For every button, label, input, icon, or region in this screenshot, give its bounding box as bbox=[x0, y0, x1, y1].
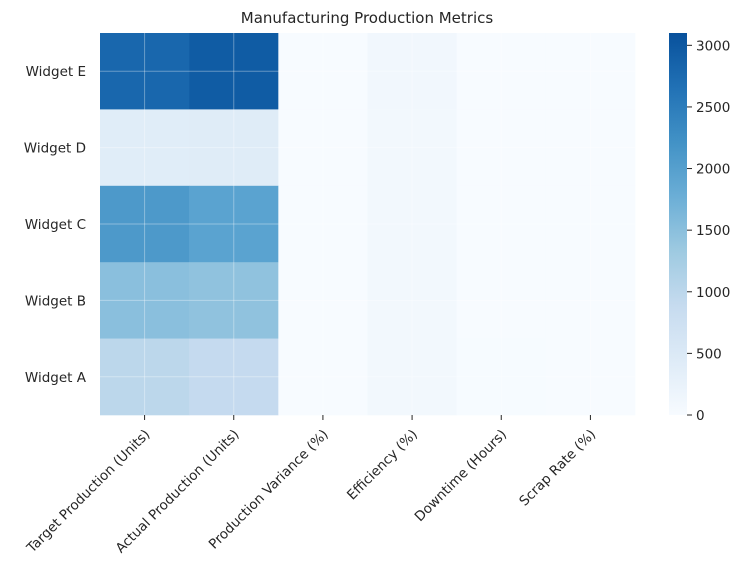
heatmap-cell bbox=[367, 338, 457, 416]
heatmap-cell bbox=[189, 262, 279, 339]
row-label: Widget C bbox=[25, 217, 86, 233]
heatmap-cell bbox=[100, 33, 190, 110]
heatmap-cell bbox=[545, 109, 636, 187]
colorbar-tick-label: 1000 bbox=[696, 285, 730, 301]
heatmap-cell bbox=[367, 185, 457, 263]
colorbar-tick-label: 1500 bbox=[696, 223, 730, 239]
heatmap-cell bbox=[367, 33, 457, 110]
heatmap-cells bbox=[100, 33, 636, 416]
column-label: Efficiency (%) bbox=[344, 427, 421, 504]
heatmap-cell bbox=[100, 262, 190, 339]
heatmap-cell bbox=[456, 33, 547, 110]
grid-lines bbox=[100, 33, 635, 415]
heatmap-cell bbox=[456, 109, 547, 187]
heatmap-cell bbox=[100, 338, 190, 416]
heatmap-cell bbox=[278, 262, 368, 339]
heatmap-cell bbox=[100, 185, 190, 263]
heatmap-cell bbox=[456, 338, 547, 416]
colorbar-tick-label: 3000 bbox=[696, 38, 730, 54]
heatmap-cell bbox=[367, 262, 457, 339]
heatmap-cell bbox=[545, 338, 636, 416]
column-label: Scrap Rate (%) bbox=[516, 427, 599, 510]
row-labels: Widget E Widget D Widget C Widget B Widget A bbox=[24, 64, 87, 386]
colorbar-tick-label: 2000 bbox=[696, 162, 730, 178]
column-label: Downtime (Hours) bbox=[412, 427, 510, 525]
row-label: Widget E bbox=[26, 64, 86, 80]
heatmap-cell bbox=[278, 338, 368, 416]
heatmap-cell bbox=[100, 109, 190, 187]
colorbar-tick-label: 500 bbox=[696, 346, 722, 362]
heatmap-cell bbox=[189, 185, 279, 263]
heatmap-cell bbox=[545, 262, 636, 339]
chart-title: Manufacturing Production Metrics bbox=[241, 9, 494, 27]
column-labels: Target Production (Units)Actual Producti… bbox=[23, 415, 599, 557]
heatmap-cell bbox=[189, 33, 279, 110]
heatmap-cell bbox=[367, 109, 457, 187]
heatmap-cell bbox=[278, 33, 368, 110]
heatmap-cell bbox=[545, 185, 636, 263]
colorbar-tick-label: 2500 bbox=[696, 100, 730, 116]
row-label: Widget D bbox=[24, 141, 86, 157]
colorbar-ticks: 0 500 1000 1500 2000 2500 3000 bbox=[687, 38, 730, 424]
heatmap-cell bbox=[456, 262, 547, 339]
heatmap-cell bbox=[278, 185, 368, 263]
row-label: Widget A bbox=[25, 370, 87, 386]
heatmap-cell bbox=[545, 33, 636, 110]
colorbar-tick-label: 0 bbox=[696, 408, 705, 424]
heatmap-cell bbox=[189, 338, 279, 416]
heatmap-cell bbox=[456, 185, 547, 263]
colorbar bbox=[669, 33, 687, 415]
row-label: Widget B bbox=[25, 293, 86, 309]
heatmap-cell bbox=[278, 109, 368, 187]
heatmap-cell bbox=[189, 109, 279, 187]
